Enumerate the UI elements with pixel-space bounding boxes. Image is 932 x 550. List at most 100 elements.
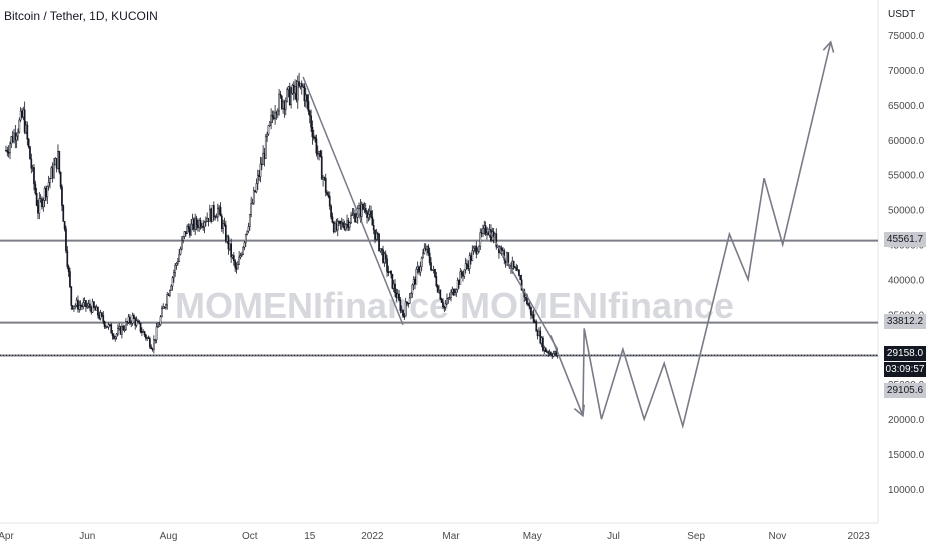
candle-body — [202, 226, 205, 228]
candle-body — [512, 260, 515, 268]
candle-body — [448, 297, 451, 299]
candle-body — [139, 322, 142, 332]
candle-body — [51, 167, 54, 178]
candle-body — [274, 112, 276, 120]
candle-body — [476, 250, 479, 255]
candle-body — [386, 258, 388, 272]
candle-body — [344, 224, 347, 230]
candle-body — [31, 167, 34, 169]
candle-body — [532, 314, 535, 322]
candle-body — [366, 211, 368, 218]
candle-body — [177, 261, 179, 264]
candle-body — [404, 301, 407, 317]
candlestick-series — [5, 72, 559, 360]
candle-body — [150, 346, 153, 350]
candle-body — [214, 216, 217, 218]
candle-body — [399, 299, 402, 311]
candle-body — [163, 306, 166, 309]
candle-body — [166, 294, 169, 306]
candle-body — [191, 218, 194, 225]
candle-body — [336, 220, 339, 231]
candle-body — [351, 214, 354, 216]
candle-body — [487, 232, 490, 236]
candle-body — [303, 85, 306, 102]
candle-body — [260, 163, 263, 166]
candle-body — [272, 116, 275, 120]
candle-body — [105, 326, 107, 328]
candle-body — [181, 240, 183, 250]
candle-body — [26, 124, 29, 140]
candle-body — [479, 232, 482, 247]
candle-body — [94, 306, 97, 311]
candle-body — [266, 133, 268, 137]
candle-body — [280, 95, 283, 109]
candle-body — [6, 150, 9, 153]
currency-unit: USDT — [888, 9, 916, 20]
candle-body — [382, 249, 384, 263]
candle-body — [87, 303, 90, 307]
candle-body — [18, 119, 21, 133]
candle-body — [145, 334, 147, 339]
level-badge-high: 45561.7 — [884, 232, 926, 247]
candle-body — [235, 266, 238, 270]
candle-body — [380, 248, 383, 251]
x-tick-label: Jun — [79, 531, 95, 542]
candle-body — [431, 269, 434, 271]
candle-body — [371, 216, 374, 226]
candle-body — [410, 293, 412, 299]
candle-body — [450, 292, 452, 298]
candle-body — [415, 268, 418, 285]
y-tick-label: 55000.0 — [888, 171, 925, 182]
candle-body — [29, 146, 31, 160]
candle-body — [271, 115, 274, 118]
candle-body — [348, 222, 351, 228]
candle-body — [396, 293, 399, 299]
candle-body — [190, 223, 193, 236]
candle-body — [111, 333, 114, 337]
candle-body — [232, 255, 235, 262]
candle-body — [71, 305, 74, 310]
candle-body — [456, 280, 459, 290]
candle-body — [218, 206, 221, 209]
candle-body — [117, 328, 119, 335]
candle-body — [121, 326, 123, 335]
candle-body — [324, 178, 327, 193]
candle-body — [118, 326, 121, 329]
candle-body — [419, 266, 422, 273]
candle-body — [91, 301, 94, 313]
trend-line — [486, 226, 559, 350]
candle-body — [536, 331, 539, 337]
candle-body — [359, 205, 362, 217]
candle-body — [531, 314, 534, 316]
candle-body — [126, 321, 129, 323]
candle-body — [103, 321, 106, 327]
candle-body — [10, 136, 13, 145]
candle-body — [89, 303, 91, 308]
candle-body — [378, 234, 380, 252]
candle-body — [439, 289, 442, 300]
candle-body — [250, 203, 252, 215]
candle-body — [286, 89, 288, 102]
candle-body — [326, 192, 328, 196]
candle-body — [69, 271, 71, 287]
candle-body — [323, 177, 326, 179]
candle-body — [412, 279, 415, 286]
projection-arrow-up — [822, 40, 835, 53]
candle-body — [339, 220, 342, 224]
candle-body — [462, 274, 464, 277]
candle-body — [546, 351, 548, 353]
candle-body — [113, 335, 115, 339]
candle-body — [422, 253, 424, 259]
candle-body — [398, 293, 400, 301]
candle-body — [167, 294, 170, 296]
symbol-title: Bitcoin / Tether, 1D, KUCOIN — [4, 9, 158, 23]
candle-body — [230, 243, 233, 258]
candle-body — [416, 266, 419, 270]
candle-body — [55, 158, 58, 169]
candle-body — [61, 186, 63, 206]
candle-body — [141, 331, 143, 333]
candle-body — [93, 301, 95, 308]
candle-body — [158, 324, 161, 327]
candle-body — [432, 269, 435, 271]
